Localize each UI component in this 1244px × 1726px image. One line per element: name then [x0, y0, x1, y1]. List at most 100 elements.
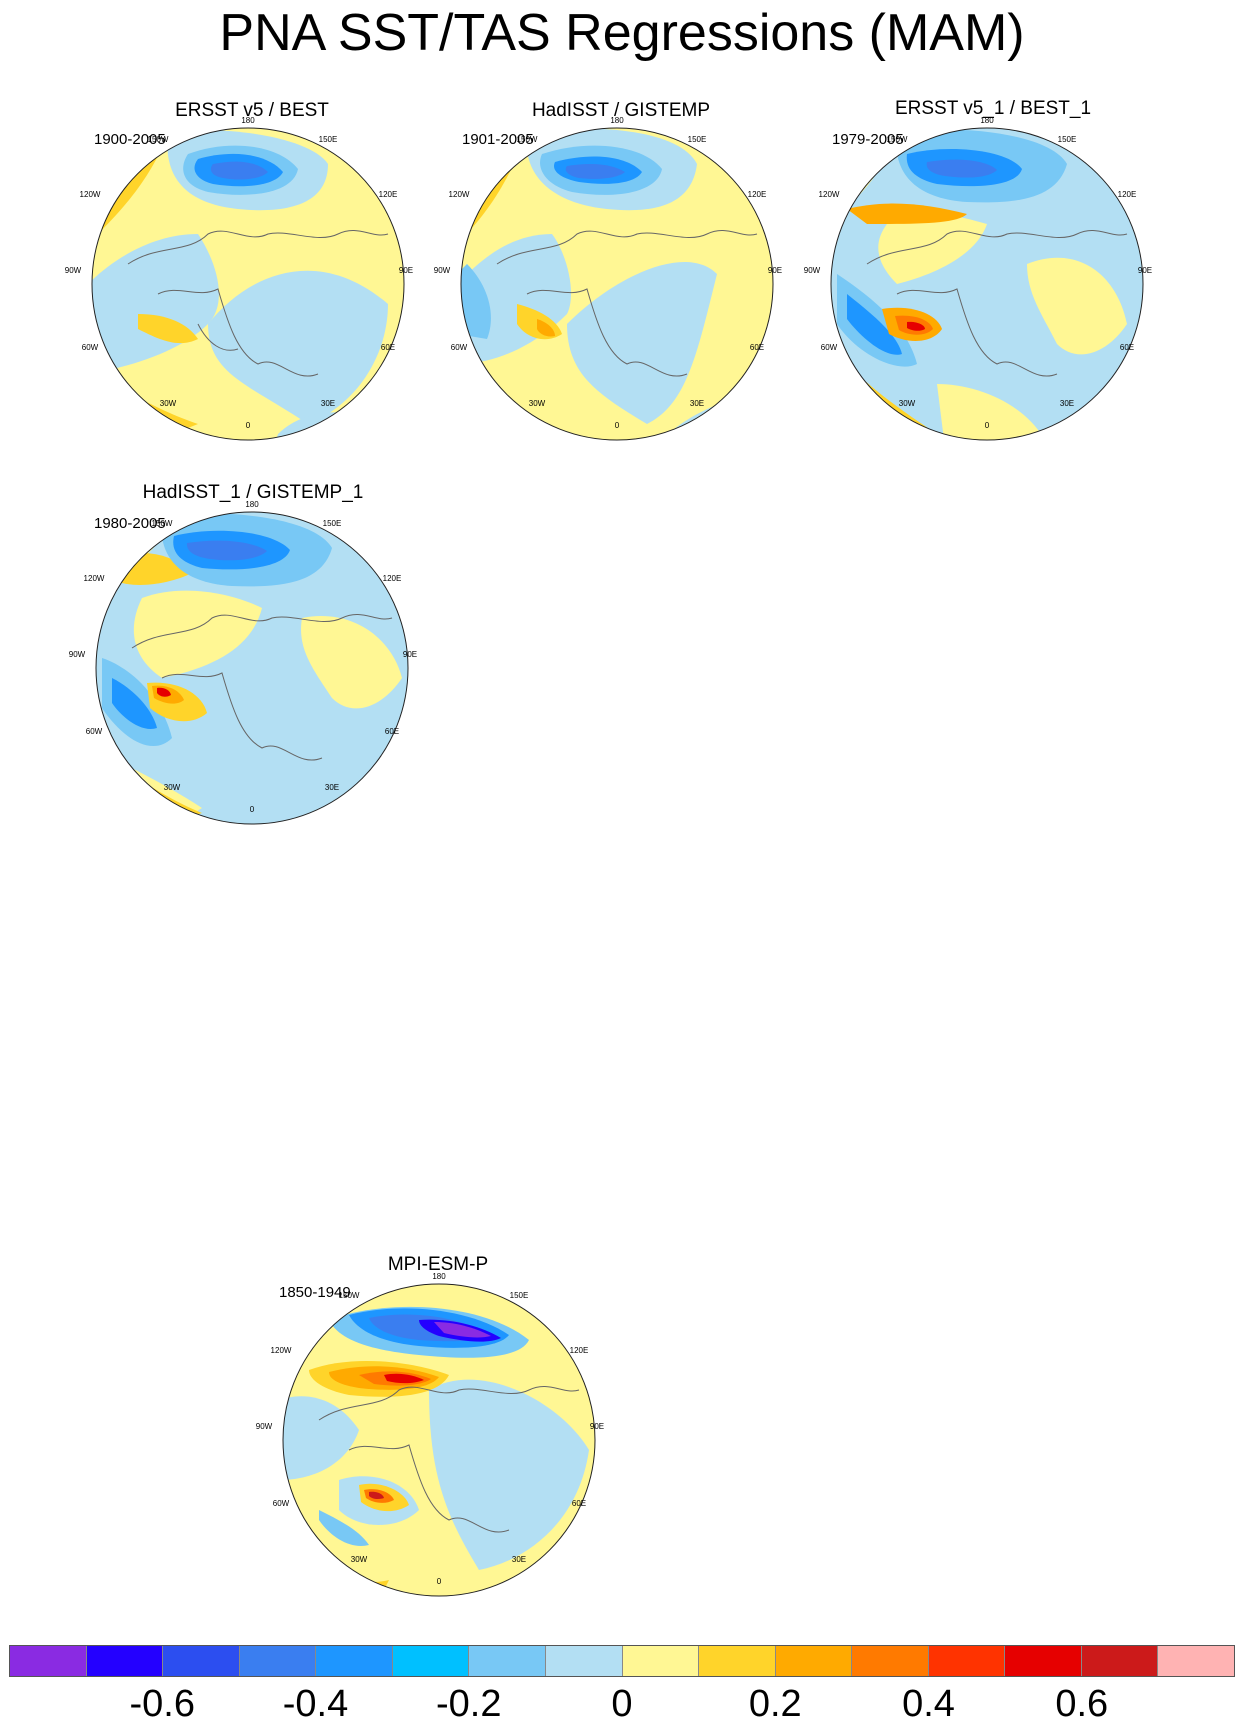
lon-label-150W: 150W: [152, 519, 173, 528]
colorbar-swatch: [852, 1646, 929, 1676]
lon-label-120E: 120E: [379, 190, 398, 199]
colorbar-swatch: [545, 1646, 623, 1676]
lon-label-90E: 90E: [1138, 266, 1152, 275]
coastlines: [496, 229, 758, 377]
anomaly-yellow: [937, 384, 1047, 440]
lon-label-0: 0: [985, 421, 990, 430]
lon-label-30W: 30W: [160, 399, 177, 408]
lon-label-60W: 60W: [821, 343, 838, 352]
colorbar-swatch: [163, 1646, 240, 1676]
lon-label-120W: 120W: [80, 190, 101, 199]
colorbar-swatch: [86, 1646, 164, 1676]
anomaly-orange: [847, 203, 967, 224]
lon-label-30E: 30E: [690, 399, 704, 408]
colorbar-swatch: [392, 1646, 470, 1676]
lon-label-90E: 90E: [403, 650, 417, 659]
lon-label-150E: 150E: [510, 1291, 529, 1300]
anomaly-red: [907, 321, 925, 331]
lon-label-30E: 30E: [1060, 399, 1074, 408]
panel-period-1: 1900-2005: [94, 131, 166, 148]
lon-label-120W: 120W: [84, 574, 105, 583]
anomaly-blue: [926, 159, 997, 178]
lon-label-60W: 60W: [86, 727, 103, 736]
coastlines: [131, 613, 393, 761]
panel-title-3: ERSST v5_1 / BEST_1: [894, 98, 1092, 119]
colorbar-swatch: [775, 1646, 853, 1676]
lon-label-90W: 90W: [434, 266, 451, 275]
anomaly-blue: [319, 1510, 369, 1546]
anomaly-light-blue: [429, 1379, 589, 1570]
anomaly-purple: [434, 1322, 491, 1338]
panel-title-2: HadISST / GISTEMP: [531, 100, 711, 121]
colorbar-swatch: [239, 1646, 317, 1676]
lon-label-30W: 30W: [351, 1555, 368, 1564]
lon-label-120E: 120E: [1118, 190, 1137, 199]
colorbar-tick-label: -0.6: [129, 1683, 195, 1725]
map-boundary: [460, 127, 774, 441]
lon-label-150W: 150W: [148, 135, 169, 144]
panel-title-1: ERSST v5 / BEST: [175, 100, 329, 121]
lon-label-30W: 30W: [529, 399, 546, 408]
anomaly-light-blue: [208, 270, 388, 424]
lon-label-0: 0: [250, 805, 255, 814]
colorbar-swatch: [1158, 1646, 1234, 1676]
lon-label-150W: 150W: [339, 1291, 360, 1300]
lon-label-120W: 120W: [449, 190, 470, 199]
lon-label-150E: 150E: [1058, 135, 1077, 144]
polar-map-4: 180 150E 120E 90E 60E 30E 0 30W 60W 90W …: [69, 500, 417, 825]
lon-label-60E: 60E: [1120, 343, 1134, 352]
lon-label-30E: 30E: [321, 399, 335, 408]
polar-map-5: 180 150E 120E 90E 60E 30E 0 30W 60W 90W …: [256, 1272, 604, 1597]
anomaly-yellow: [122, 768, 202, 817]
anomaly-yellow: [133, 590, 262, 678]
lon-label-120W: 120W: [271, 1346, 292, 1355]
lon-label-90W: 90W: [65, 266, 82, 275]
lon-label-30W: 30W: [899, 399, 916, 408]
lon-label-120E: 120E: [383, 574, 402, 583]
figure-title: PNA SST/TAS Regressions (MAM): [219, 4, 1025, 62]
lon-label-30W: 30W: [164, 783, 181, 792]
anomaly-yellow: [301, 616, 402, 709]
lon-label-60E: 60E: [385, 727, 399, 736]
panel-period-2: 1901-2005: [462, 131, 534, 148]
anomaly-blue: [210, 161, 268, 180]
colorbar-swatch: [469, 1646, 546, 1676]
anomaly-blue: [565, 164, 625, 179]
colorbar-swatch: [928, 1646, 1006, 1676]
map-boundary: [95, 511, 409, 825]
map-boundary: [91, 127, 405, 441]
anomaly-blue: [112, 678, 157, 729]
colorbar-swatch: [1005, 1646, 1082, 1676]
colorbar-swatch: [10, 1646, 87, 1676]
anomaly-red: [384, 1373, 424, 1384]
colorbar-tick-label: 0: [611, 1683, 633, 1725]
colorbar-tick-label: -0.2: [436, 1683, 502, 1725]
colorbar-swatch: [699, 1646, 776, 1676]
anomaly-orange: [537, 319, 555, 337]
panel-title-4: HadISST_1 / GISTEMP_1: [142, 482, 364, 503]
panel-period-3: 1979-2005: [832, 131, 904, 148]
lon-label-180: 180: [241, 116, 255, 125]
lon-label-90E: 90E: [399, 266, 413, 275]
lon-label-120E: 120E: [748, 190, 767, 199]
lon-label-0: 0: [615, 421, 620, 430]
lon-label-90W: 90W: [69, 650, 86, 659]
lon-label-150E: 150E: [323, 519, 342, 528]
lon-label-90E: 90E: [590, 1422, 604, 1431]
lon-label-150W: 150W: [887, 135, 908, 144]
lon-label-180: 180: [245, 500, 259, 509]
coastlines: [866, 229, 1128, 377]
lon-label-60W: 60W: [82, 343, 99, 352]
lon-label-150E: 150E: [688, 135, 707, 144]
anomaly-dark-red: [369, 1491, 384, 1500]
lon-label-60W: 60W: [273, 1499, 290, 1508]
lon-label-60E: 60E: [750, 343, 764, 352]
colorbar-tick-label: 0.2: [748, 1683, 802, 1725]
map-boundary: [282, 1283, 596, 1597]
lon-label-90W: 90W: [256, 1422, 273, 1431]
lon-label-180: 180: [980, 116, 994, 125]
colorbar-swatch: [316, 1646, 393, 1676]
lon-label-180: 180: [610, 116, 624, 125]
colorbar-tick-label: 0.4: [902, 1683, 955, 1725]
colorbar-swatch: [622, 1646, 700, 1676]
